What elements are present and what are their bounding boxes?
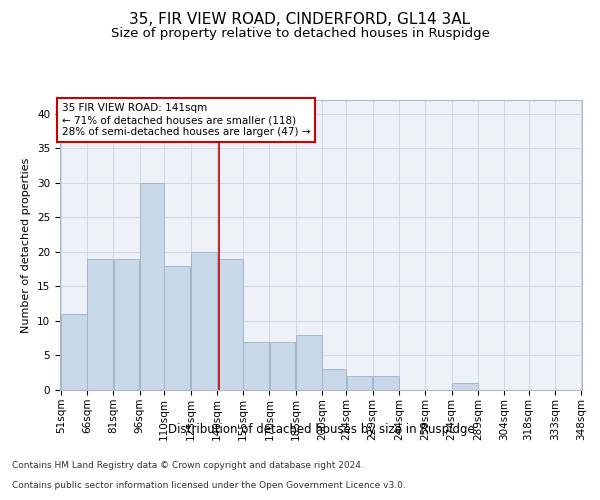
Text: Size of property relative to detached houses in Ruspidge: Size of property relative to detached ho…	[110, 28, 490, 40]
Bar	[244, 342, 269, 390]
Text: Distribution of detached houses by size in Ruspidge: Distribution of detached houses by size …	[167, 422, 475, 436]
Bar	[88, 259, 113, 390]
Bar	[373, 376, 398, 390]
Bar	[269, 342, 295, 390]
Bar	[452, 383, 478, 390]
Bar	[347, 376, 373, 390]
Bar	[140, 183, 164, 390]
Bar	[164, 266, 190, 390]
Text: Contains public sector information licensed under the Open Government Licence v3: Contains public sector information licen…	[12, 481, 406, 490]
Bar	[113, 259, 139, 390]
Text: 35, FIR VIEW ROAD, CINDERFORD, GL14 3AL: 35, FIR VIEW ROAD, CINDERFORD, GL14 3AL	[130, 12, 470, 28]
Bar	[322, 370, 346, 390]
Y-axis label: Number of detached properties: Number of detached properties	[22, 158, 31, 332]
Text: 35 FIR VIEW ROAD: 141sqm
← 71% of detached houses are smaller (118)
28% of semi-: 35 FIR VIEW ROAD: 141sqm ← 71% of detach…	[62, 104, 310, 136]
Bar	[217, 259, 243, 390]
Bar	[296, 335, 322, 390]
Bar	[191, 252, 217, 390]
Bar	[61, 314, 87, 390]
Text: Contains HM Land Registry data © Crown copyright and database right 2024.: Contains HM Land Registry data © Crown c…	[12, 461, 364, 470]
